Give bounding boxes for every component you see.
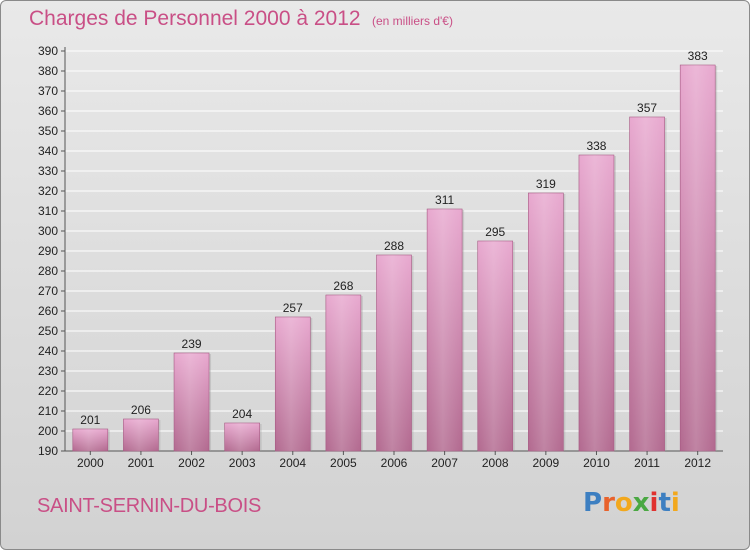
bar-shine — [680, 65, 716, 451]
data-label: 383 — [688, 49, 708, 63]
logo-letter: r — [602, 488, 615, 518]
bar-2010 — [578, 154, 616, 452]
logo-letter: P — [583, 488, 603, 518]
y-tick-label: 190 — [38, 444, 58, 458]
bar-2011 — [629, 116, 667, 452]
x-tick-label: 2001 — [128, 456, 155, 470]
data-label: 311 — [435, 193, 454, 207]
y-tick-label: 200 — [38, 424, 58, 438]
data-label: 257 — [283, 301, 303, 315]
bar-2001 — [123, 418, 161, 452]
x-tick-label: 2006 — [381, 456, 408, 470]
data-label: 206 — [131, 403, 151, 417]
bar-shine — [123, 419, 159, 451]
bar-2003 — [224, 422, 262, 452]
y-tick-label: 220 — [38, 384, 58, 398]
data-label: 268 — [333, 279, 353, 293]
y-tick-label: 320 — [38, 184, 58, 198]
x-tick-label: 2005 — [330, 456, 357, 470]
bar-2004 — [274, 316, 313, 452]
bar-shine — [528, 193, 564, 451]
x-tick-label: 2012 — [684, 456, 711, 470]
bar-2008 — [477, 240, 515, 452]
logo-letter: x — [632, 488, 650, 518]
x-tick-label: 2011 — [634, 456, 660, 470]
bar-2009 — [528, 192, 566, 452]
bar-shine — [629, 117, 665, 451]
bar-shine — [427, 209, 463, 451]
data-label: 357 — [637, 101, 657, 115]
y-tick-label: 310 — [38, 204, 58, 218]
x-tick-label: 2008 — [482, 456, 509, 470]
y-tick-label: 380 — [38, 64, 58, 78]
y-tick-label: 370 — [38, 84, 58, 98]
data-labels: 201 206 239 204 257 268 288 311 295 319 338 357 383 — [80, 49, 708, 427]
y-tick-label: 280 — [38, 264, 58, 278]
y-tick-label: 260 — [38, 304, 58, 318]
x-tick-label: 2007 — [431, 456, 458, 470]
bar-shine — [72, 429, 108, 451]
y-tick-label: 230 — [38, 364, 58, 378]
bar-shine — [477, 241, 513, 451]
x-tick-label: 2009 — [532, 456, 559, 470]
y-tick-label: 240 — [38, 344, 58, 358]
x-tick-labels: 2000 2001 2002 2003 2004 2005 2006 2007 2008 2009… — [77, 451, 711, 470]
bar-2012 — [679, 64, 718, 452]
y-tick-label: 270 — [38, 284, 58, 298]
bar-shine — [325, 295, 361, 451]
bar-2006 — [376, 254, 414, 452]
bars — [72, 64, 718, 452]
y-tick-label: 300 — [38, 224, 58, 238]
bar-shine — [275, 317, 311, 451]
y-tick-label: 340 — [38, 144, 58, 158]
bar-shine — [376, 255, 412, 451]
proxiti-logo: Proxiti — [583, 488, 680, 518]
x-tick-label: 2010 — [583, 456, 610, 470]
x-tick-label: 2002 — [178, 456, 205, 470]
data-label: 204 — [232, 407, 252, 421]
bar-2000 — [72, 428, 110, 452]
data-label: 239 — [182, 337, 202, 351]
y-tick-label: 210 — [38, 404, 58, 418]
x-tick-label: 2000 — [77, 456, 104, 470]
logo-letter: i — [649, 488, 659, 518]
bar-shine — [174, 353, 210, 451]
y-tick-label: 290 — [38, 244, 58, 258]
logo-letter: t — [658, 488, 671, 518]
x-tick-label: 2003 — [229, 456, 256, 470]
bar-shine — [224, 423, 260, 451]
commune-name: SAINT-SERNIN-DU-BOIS — [37, 495, 262, 517]
logo-letter: i — [670, 488, 680, 518]
x-tick-label: 2004 — [279, 456, 306, 470]
logo-letter: o — [614, 488, 633, 518]
y-tick-label: 330 — [38, 164, 58, 178]
data-label: 295 — [485, 225, 505, 239]
bar-2002 — [173, 352, 212, 452]
chart-title: Charges de Personnel 2000 à 2012 — [29, 7, 361, 30]
data-label: 288 — [384, 239, 404, 253]
y-tick-labels: 190 200 210 220 230 240 250 260 270 280 290 300 310 3… — [38, 44, 58, 458]
data-label: 338 — [586, 139, 606, 153]
bar-2005 — [325, 294, 363, 452]
y-tick-label: 360 — [38, 104, 58, 118]
data-label: 201 — [80, 413, 100, 427]
chart-subtitle: (en milliers d'€) — [372, 14, 453, 28]
y-tick-label: 250 — [38, 324, 58, 338]
y-tick-label: 390 — [38, 44, 58, 58]
bar-shine — [578, 155, 614, 451]
bar-2007 — [426, 208, 465, 452]
data-label: 319 — [536, 177, 556, 191]
y-tick-label: 350 — [38, 124, 58, 138]
